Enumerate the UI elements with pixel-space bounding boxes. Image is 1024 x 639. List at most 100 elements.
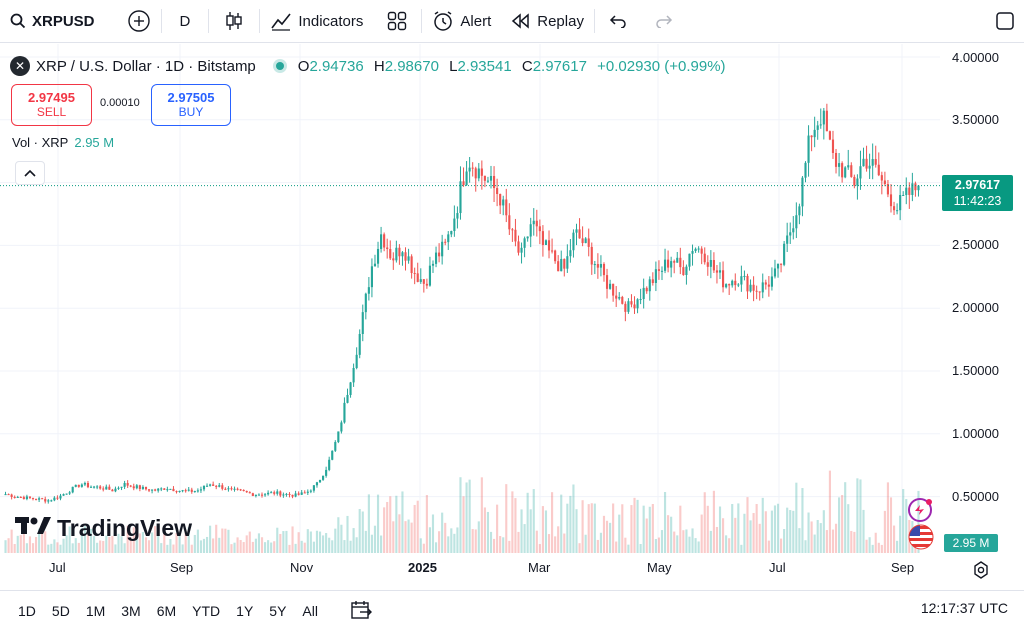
candle-body xyxy=(795,215,798,229)
calendar-icon xyxy=(350,600,372,623)
candle-body xyxy=(871,159,874,166)
volume-bar xyxy=(676,535,679,553)
candle-body xyxy=(322,475,325,480)
candle-body xyxy=(456,213,459,219)
volume-bar xyxy=(477,521,480,553)
candle-body xyxy=(813,129,816,138)
volume-bar xyxy=(755,504,758,553)
volume-bar xyxy=(834,523,838,553)
volume-bar xyxy=(383,507,386,553)
indicators-button[interactable]: Indicators xyxy=(260,0,373,42)
volume-bar xyxy=(157,532,160,553)
candle-body xyxy=(520,247,523,253)
candle-body xyxy=(801,177,804,207)
replay-button[interactable]: Replay xyxy=(501,0,594,42)
chart-type-button[interactable] xyxy=(209,0,259,42)
candle-body xyxy=(896,210,899,212)
volume-bar xyxy=(334,528,337,553)
time-axis-label: Jul xyxy=(769,560,786,575)
range-ytd[interactable]: YTD xyxy=(192,603,221,619)
volume-bar xyxy=(700,514,703,553)
symbol-search-button[interactable]: XRPUSD xyxy=(0,0,105,42)
candle-body xyxy=(337,431,340,443)
candle-body xyxy=(401,252,404,257)
ai-assistant-icon[interactable] xyxy=(905,497,935,528)
time-axis-label: May xyxy=(647,560,672,575)
candle-body xyxy=(749,284,752,292)
candle-body xyxy=(526,236,529,239)
candle-body xyxy=(667,259,670,268)
volume-bar xyxy=(657,537,661,553)
candle-body xyxy=(499,193,502,206)
interval-button[interactable]: D xyxy=(162,0,209,42)
candle-body xyxy=(471,167,474,169)
volume-bar xyxy=(502,537,505,553)
volume-bar xyxy=(770,510,773,553)
collapse-legend-button[interactable] xyxy=(15,161,45,185)
alert-button[interactable]: Alert xyxy=(422,0,501,42)
volume-bars xyxy=(4,470,920,553)
candle-body xyxy=(874,159,877,165)
volume-bar xyxy=(358,509,361,553)
range-3m[interactable]: 3M xyxy=(121,603,141,619)
volume-bar xyxy=(370,534,373,553)
range-6m[interactable]: 6M xyxy=(156,603,177,619)
candle-body xyxy=(477,168,480,179)
candle-body xyxy=(325,469,328,476)
candle-body xyxy=(798,206,801,216)
volume-legend: Vol · XRP 2.95 M xyxy=(12,135,114,150)
clock[interactable]: 12:17:37 UTC xyxy=(920,600,1008,616)
candle-body xyxy=(581,238,584,244)
candle-body xyxy=(761,282,764,293)
volume-bar xyxy=(53,539,56,553)
candle-body xyxy=(303,492,306,494)
candle-body xyxy=(38,498,41,500)
candle-body xyxy=(83,482,86,485)
sell-price: 2.97495 xyxy=(28,90,75,105)
redo-button[interactable] xyxy=(641,0,687,42)
candle-body xyxy=(624,303,627,312)
volume-bar xyxy=(123,543,126,553)
volume-bar xyxy=(196,529,199,553)
candle-body xyxy=(346,394,349,403)
range-1y[interactable]: 1Y xyxy=(236,603,254,619)
plus-circle-icon xyxy=(127,9,151,33)
range-1m[interactable]: 1M xyxy=(85,603,106,619)
window-button[interactable] xyxy=(996,0,1024,42)
candle-body xyxy=(541,231,544,245)
volume-bar xyxy=(117,533,120,553)
undo-button[interactable] xyxy=(595,0,641,42)
market-open-indicator xyxy=(275,62,284,70)
layouts-button[interactable] xyxy=(373,0,421,42)
compare-button[interactable] xyxy=(117,0,161,42)
candle-body xyxy=(227,488,230,490)
candle-body xyxy=(780,263,783,265)
candle-body xyxy=(410,256,413,274)
volume-bar xyxy=(569,495,572,553)
volume-bar xyxy=(471,529,474,553)
volume-bar xyxy=(343,540,346,553)
range-1d[interactable]: 1D xyxy=(18,603,36,619)
range-5d[interactable]: 5D xyxy=(51,603,70,619)
candle-body xyxy=(816,125,819,130)
price-axis-label: 2.50000 xyxy=(952,237,999,252)
candle-body xyxy=(462,181,465,186)
candle-body xyxy=(642,287,645,300)
sell-button[interactable]: 2.97495 SELL xyxy=(11,84,92,126)
volume-bar xyxy=(566,503,569,553)
range-5y[interactable]: 5Y xyxy=(269,603,287,619)
volume-bar xyxy=(667,515,670,553)
settings-icon[interactable] xyxy=(972,561,990,584)
candle-body xyxy=(770,276,773,287)
volume-bar xyxy=(563,533,566,553)
range-all[interactable]: All xyxy=(302,603,318,619)
volume-bar xyxy=(810,521,813,553)
candle-body xyxy=(590,246,593,265)
price-chart[interactable] xyxy=(0,44,1024,553)
chart-title[interactable]: XRP / U.S. Dollar · 1D · Bitstamp xyxy=(36,57,256,75)
go-to-date-button[interactable] xyxy=(342,600,380,623)
volume-bar xyxy=(154,526,157,553)
volume-bar xyxy=(517,531,520,553)
candle-body xyxy=(489,176,493,181)
buy-button[interactable]: 2.97505 BUY xyxy=(151,84,231,126)
